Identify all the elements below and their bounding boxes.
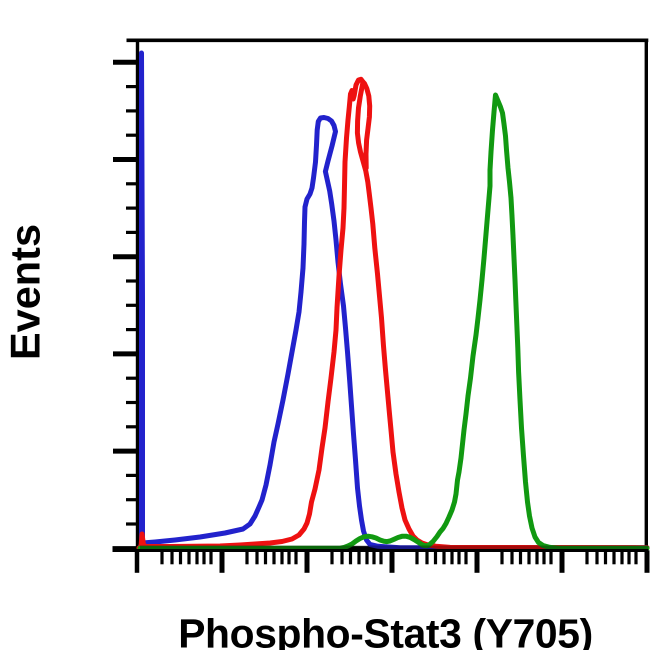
svg-text:Phospho-Stat3 (Y705): Phospho-Stat3 (Y705) [178, 611, 593, 650]
svg-text:Events: Events [2, 224, 49, 360]
